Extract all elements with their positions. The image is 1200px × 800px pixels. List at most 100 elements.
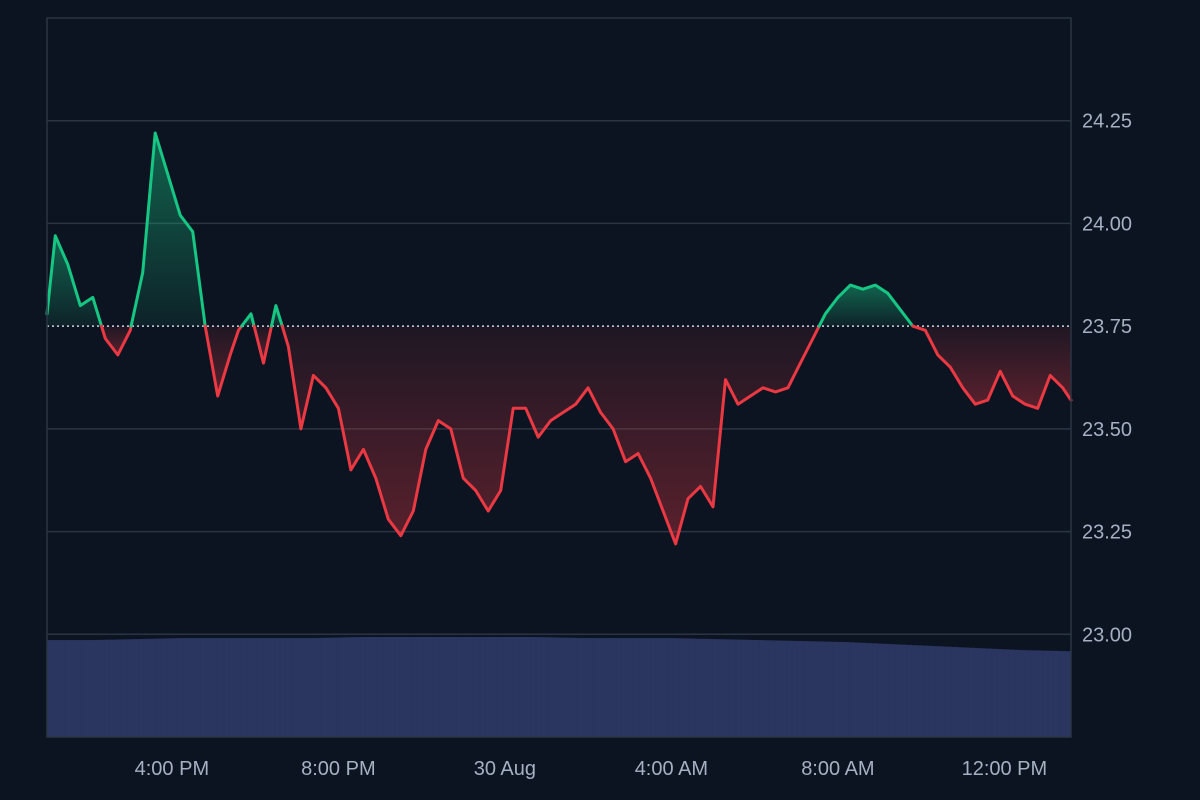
volume-bar: [120, 639, 127, 737]
volume-bar: [519, 637, 526, 737]
volume-bar: [786, 640, 793, 737]
volume-bar: [576, 637, 583, 737]
grid: [47, 119, 1071, 636]
volume-bar: [587, 638, 594, 737]
volume-bar: [1053, 650, 1060, 737]
volume-bar: [979, 648, 986, 737]
volume-bar: [189, 638, 196, 737]
volume-bar: [735, 639, 742, 737]
price-line-up: [270, 304, 284, 328]
volume-bar: [160, 638, 167, 737]
volume-bar: [376, 637, 383, 737]
volume-bar: [291, 638, 298, 737]
area-above-baseline: [47, 235, 102, 327]
volume-bar: [485, 637, 492, 737]
area-below-baseline: [254, 326, 272, 364]
volume-bar: [382, 637, 389, 737]
volume-bar: [211, 638, 218, 737]
volume-bar: [775, 640, 782, 737]
volume-bar: [422, 637, 429, 737]
volume-bar: [490, 637, 497, 737]
volume-bar: [957, 647, 964, 737]
volume-bar: [644, 638, 651, 737]
volume-bar: [530, 637, 537, 737]
volume-bar: [564, 637, 571, 737]
price-line-down: [252, 324, 273, 365]
volume-bar: [894, 644, 901, 737]
volume-bar: [479, 637, 486, 737]
volume-bar: [359, 637, 366, 737]
volume-bar: [257, 638, 264, 737]
price-line-up: [240, 312, 256, 328]
volume-bar: [621, 638, 628, 737]
volume-bar: [325, 637, 332, 737]
volume-bar: [200, 638, 207, 737]
volume-bar: [138, 638, 145, 737]
x-tick-label: 30 Aug: [474, 758, 536, 780]
volume-bar: [820, 641, 827, 737]
volume-bar: [888, 644, 895, 737]
volume-bar: [331, 637, 338, 737]
volume-bar: [723, 639, 730, 737]
volume-bar: [1036, 650, 1043, 737]
y-tick-label: 23.00: [1082, 624, 1132, 646]
volume-bar: [911, 645, 918, 737]
volume-bar: [268, 638, 275, 737]
volume-bar: [450, 637, 457, 737]
volume-bar: [86, 640, 93, 737]
volume-bar: [348, 637, 355, 737]
volume-bar: [797, 641, 804, 737]
volume-bar: [513, 637, 520, 737]
volume-bar: [342, 637, 349, 737]
volume-bar: [604, 638, 611, 737]
plot-border: [46, 17, 1072, 738]
volume-bar: [47, 640, 53, 737]
volume-bar: [103, 639, 110, 737]
volume-bar: [945, 646, 952, 737]
volume-bar: [297, 638, 304, 737]
volume-bar: [405, 637, 412, 737]
volume-bar: [52, 640, 59, 737]
volume-bar: [399, 637, 406, 737]
volume-bar: [308, 638, 315, 737]
volume-bar: [917, 645, 924, 737]
volume-bar: [769, 640, 776, 737]
volume-bar: [81, 640, 88, 737]
volume-bar: [843, 642, 850, 737]
volume-bar: [650, 638, 657, 737]
volume-bar: [1014, 649, 1021, 737]
volume-bar: [223, 638, 230, 737]
volume-bar: [109, 639, 116, 737]
volume-bar: [678, 638, 685, 737]
volume-bar: [689, 638, 696, 737]
volume-bar: [871, 643, 878, 737]
volume-bar: [900, 644, 907, 737]
volume-bar: [155, 638, 162, 737]
volume-bar: [411, 637, 418, 737]
volume-bar: [536, 637, 543, 737]
volume-bar: [194, 638, 201, 737]
price-line-up: [817, 283, 915, 328]
volume-bar: [251, 638, 258, 737]
volume-bar: [866, 643, 873, 737]
volume-bar: [1002, 649, 1009, 737]
volume-bar: [951, 646, 958, 737]
x-tick-label: 8:00 PM: [301, 758, 375, 780]
price-lines: [45, 131, 1073, 546]
volume-bar: [632, 638, 639, 737]
x-tick-label: 8:00 AM: [801, 758, 874, 780]
volume-bar: [752, 639, 759, 737]
volume-bar: [1008, 649, 1015, 737]
volume-bar: [1042, 650, 1049, 737]
volume-bar: [206, 638, 213, 737]
price-line-down: [911, 324, 1073, 410]
area-above-baseline: [131, 133, 206, 327]
volume-bar: [792, 640, 799, 737]
price-line-down: [203, 324, 244, 398]
volume-bar: [883, 643, 890, 737]
volume-bar: [428, 637, 435, 737]
volume-bar: [803, 641, 810, 737]
volume-bar: [581, 638, 588, 737]
volume-bar: [695, 638, 702, 737]
volume-bar: [860, 642, 867, 737]
